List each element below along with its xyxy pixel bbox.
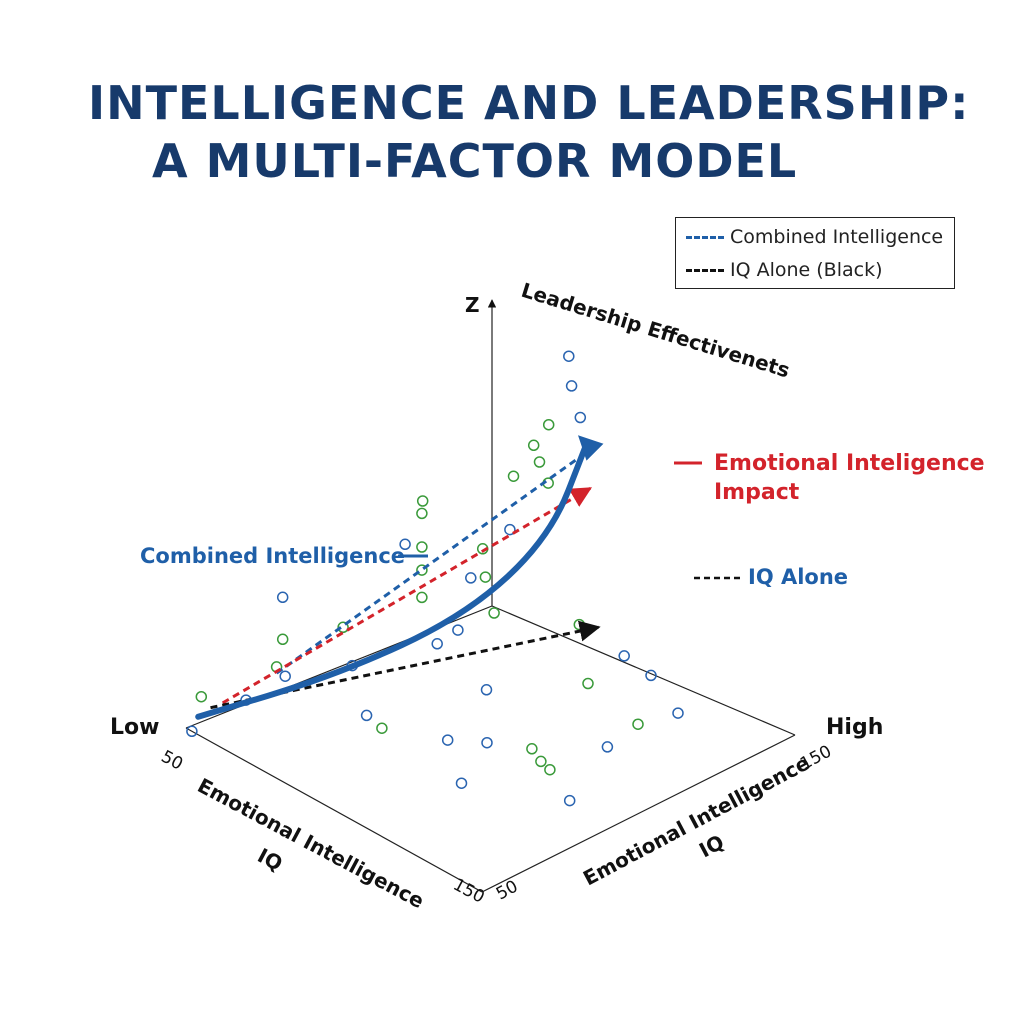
scatter-point-blue [504,523,516,536]
series-line-0 [275,455,582,675]
series-line-1 [221,487,593,705]
series-lines [195,434,604,720]
scatter-point-green [582,677,594,690]
scatter-point-blue [465,572,477,584]
legend-swatch-combined [686,235,724,239]
scatter-point-green [276,633,289,646]
left-tick-low: 50 [158,747,186,775]
scatter-point-green [416,541,428,553]
scatter-point-green [535,755,547,768]
z-axis-label: Z [465,293,480,317]
annotation-emotional-line-2: Impact [714,480,800,505]
scatter-point-green [527,439,540,452]
scatter-point-blue [574,411,587,424]
scatter-point-blue [563,794,576,807]
legend-label-combined: Combined Intelligence [730,226,944,248]
scatter-point-blue [399,538,411,551]
scatter-point-green [416,591,428,604]
scatter-point-green [542,418,555,431]
scatter-point-green [526,743,538,755]
scatter-point-blue [480,684,493,696]
right-axis-title: Emotional Intelligence [579,751,814,891]
scatter-point-blue [601,741,614,753]
scatter-point-green [416,495,429,507]
legend-item-combined: Combined Intelligence [686,223,943,251]
scatter-point-green [573,618,586,631]
left-axis-subtitle: IQ [254,843,287,876]
legend-label-iq-alone: IQ Alone (Black) [730,259,883,281]
scatter-point-blue [565,380,578,392]
floor-edge-front-left [185,727,483,893]
z-axis-title: Leadership Effectivenets [519,278,793,383]
floor-edge-back-right [491,605,796,736]
legend: Combined Intelligence IQ Alone (Black) [675,217,955,289]
legend-item-iq-alone: IQ Alone (Black) [686,256,883,284]
scatter-point-blue [618,650,630,662]
scatter-point-green [195,690,208,703]
scatter-point-green [416,507,428,520]
scatter-point-green [533,456,546,468]
scatter-point-green [488,607,500,619]
scatter-point-blue [279,670,291,682]
low-label: Low [110,715,159,740]
scatter-point-green [416,564,428,576]
scatter-point-blue [276,591,289,604]
floor-edge-front-right [481,734,796,893]
right-tick-low: 50 [493,877,521,905]
right-axis-subtitle: IQ [695,830,728,863]
scatter-point-green [479,571,492,583]
scatter-point-green [376,722,388,734]
scatter-point-blue [360,709,373,722]
scatter-point-blue [431,638,443,650]
scatter-point-blue [441,734,454,746]
scatter-point-green [632,718,644,730]
series-leadership-curve [195,434,604,720]
scatter-point-green [544,763,556,776]
annotation-combined: Combined Intelligence [140,544,405,568]
scatter-point-blue [452,624,464,636]
chart-title-line-2: A MULTI-FACTOR MODEL [152,134,798,188]
scatter-point-blue [455,777,468,789]
scatter-point-green [337,621,349,634]
left-tick-high: 150 [450,875,488,908]
scatter-point-green [507,470,520,482]
chart-title-line-1: INTELLIGENCE AND LEADERSHIP: [88,76,970,130]
annotation-iq-alone: IQ Alone [748,565,848,589]
scatter-points [186,350,684,807]
scatter-point-blue [481,736,493,749]
annotation-emotional-line-1: Emotional Inteligence [714,451,985,476]
high-label: High [826,715,883,740]
scatter-point-blue [186,725,198,738]
scatter-point-blue [672,707,684,719]
legend-swatch-iq-alone [686,268,724,272]
scatter-point-blue [563,350,575,362]
scatter-point-blue [645,669,657,682]
